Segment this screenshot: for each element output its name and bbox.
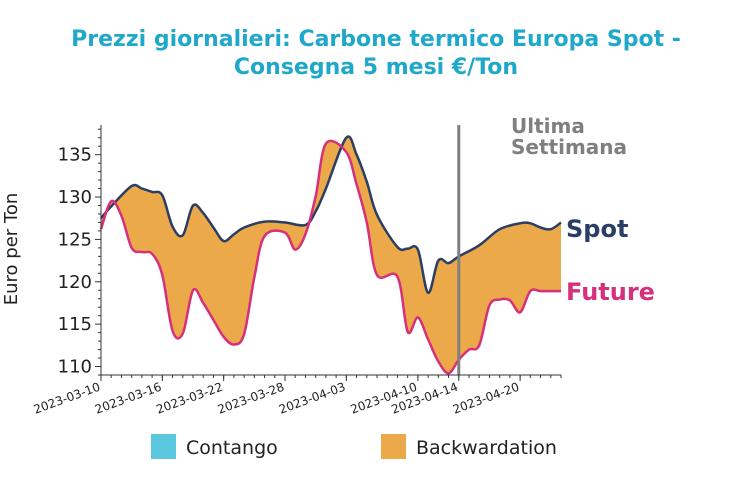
y-tick-label: 120 xyxy=(58,272,92,293)
x-tick-label: 2023-04-03 xyxy=(277,380,347,417)
y-axis-label: Euro per Ton xyxy=(1,193,22,306)
plot-area xyxy=(101,125,561,375)
x-tick-label: 2023-03-10 xyxy=(32,380,102,417)
chart-title: Prezzi giornalieri: Carbone termico Euro… xyxy=(71,27,681,80)
series-label-future: Future xyxy=(566,278,655,306)
y-tick-label: 110 xyxy=(58,357,92,378)
chart: Prezzi giornalieri: Carbone termico Euro… xyxy=(0,0,752,504)
x-tick-label: 2023-03-16 xyxy=(93,380,163,417)
y-tick-label: 115 xyxy=(58,314,92,335)
annotation-last-week: Ultima Settimana xyxy=(511,114,627,159)
legend-label-backwardation[interactable]: Backwardation xyxy=(416,437,557,459)
annotation-line-2: Settimana xyxy=(511,135,627,159)
y-tick-label: 135 xyxy=(58,145,92,166)
chart-title-line-2: Consegna 5 mesi €/Ton xyxy=(234,55,518,80)
chart-title-line-1: Prezzi giornalieri: Carbone termico Euro… xyxy=(71,27,681,52)
legend: Contango Backwardation xyxy=(151,434,557,459)
y-tick-label: 125 xyxy=(58,229,92,250)
y-axis: 110 115 120 125 130 135 xyxy=(58,125,101,378)
x-tick-label: 2023-03-22 xyxy=(154,380,224,417)
x-axis: 2023-03-102023-03-162023-03-222023-03-28… xyxy=(32,375,561,417)
series-label-spot: Spot xyxy=(566,215,628,243)
y-tick-label: 130 xyxy=(58,187,92,208)
legend-swatch-backwardation[interactable] xyxy=(381,434,406,459)
legend-swatch-contango[interactable] xyxy=(151,434,176,459)
legend-label-contango[interactable]: Contango xyxy=(186,437,278,459)
x-tick-label: 2023-03-28 xyxy=(216,380,286,417)
x-tick-label: 2023-04-20 xyxy=(451,380,521,417)
